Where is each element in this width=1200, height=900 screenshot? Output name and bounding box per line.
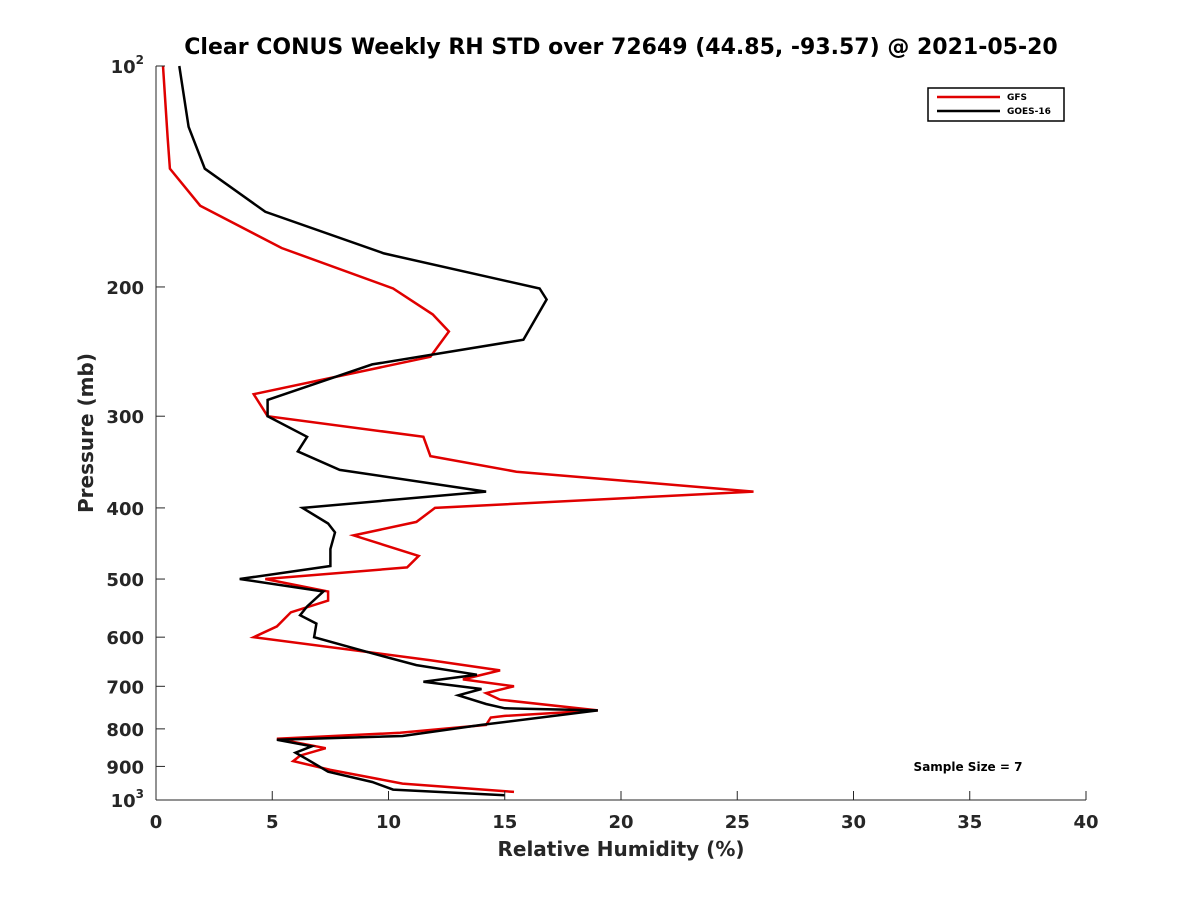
x-tick-label: 20 xyxy=(608,812,633,833)
x-axis-label: Relative Humidity (%) xyxy=(497,837,744,861)
series-line-gfs xyxy=(161,65,754,794)
legend: GFS GOES-16 xyxy=(927,87,1065,122)
y-tick-label: 102 xyxy=(111,53,144,78)
legend-label: GFS xyxy=(1007,93,1027,103)
y-tick-label: 700 xyxy=(106,677,144,698)
y-tick-label: 200 xyxy=(106,278,144,299)
x-tick-label: 30 xyxy=(841,812,866,833)
y-tick-label: 400 xyxy=(106,499,144,520)
legend-label: GOES-16 xyxy=(1007,107,1051,117)
chart-title: Clear CONUS Weekly RH STD over 72649 (44… xyxy=(184,35,1057,60)
y-tick-label: 500 xyxy=(106,570,144,591)
x-tick-label: 5 xyxy=(266,812,279,833)
series-group xyxy=(161,65,754,797)
y-axis-label: Pressure (mb) xyxy=(74,353,98,513)
series-line-goes-16 xyxy=(178,65,598,797)
sample-size-annotation: Sample Size = 7 xyxy=(914,760,1023,774)
y-tick-label: 600 xyxy=(106,628,144,649)
x-tick-label: 0 xyxy=(150,812,163,833)
x-tick-label: 35 xyxy=(957,812,982,833)
y-tick-label: 900 xyxy=(106,757,144,778)
y-axis: 102 200 300 400 500 600 700 800 900 103 xyxy=(106,53,165,812)
y-tick-label: 103 xyxy=(111,787,144,812)
x-axis: 0 5 10 15 20 25 30 35 40 xyxy=(150,791,1099,833)
x-tick-label: 40 xyxy=(1073,812,1098,833)
x-tick-label: 10 xyxy=(376,812,401,833)
x-tick-label: 15 xyxy=(492,812,517,833)
legend-box xyxy=(927,87,1065,122)
x-tick-label: 25 xyxy=(725,812,750,833)
y-tick-label: 800 xyxy=(106,720,144,741)
y-tick-label: 300 xyxy=(106,407,144,428)
